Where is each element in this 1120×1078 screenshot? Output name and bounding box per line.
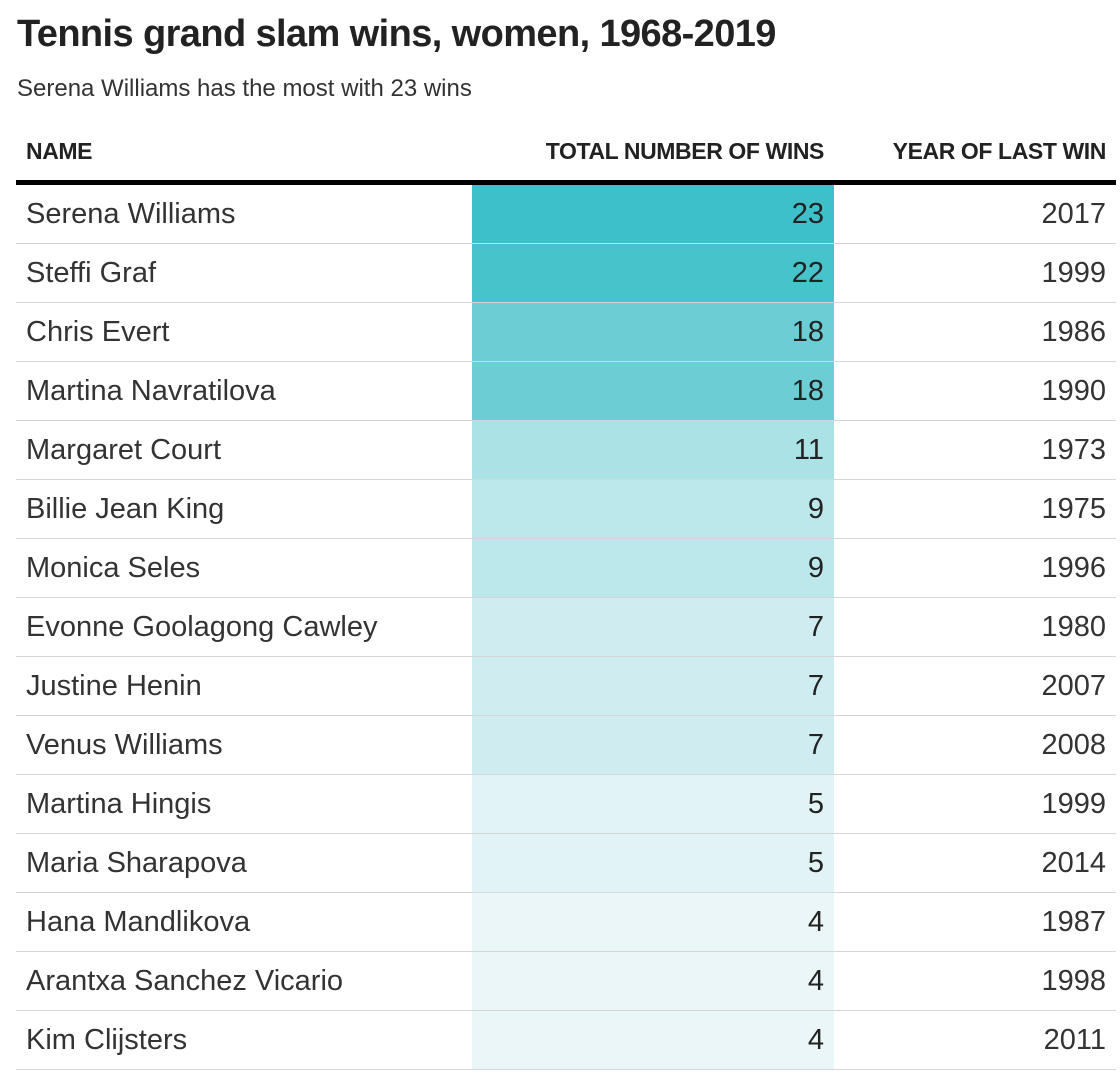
last-win-year-cell: 1996 [1041,552,1106,584]
wins-cell: 23 [472,185,834,243]
wins-cell: 9 [472,539,834,597]
player-name-cell: Serena Williams [26,198,236,230]
chart-subtitle: Serena Williams has the most with 23 win… [17,75,472,102]
last-win-year-cell: 1973 [1041,434,1106,466]
table-row: Kim Clijsters 4 2011 [16,1011,1116,1070]
table-row: Maria Sharapova 5 2014 [16,834,1116,893]
column-header-wins[interactable]: TOTAL NUMBER OF WINS [545,138,825,164]
player-name-cell: Kim Clijsters [26,1024,188,1056]
player-name-cell: Venus Williams [26,729,223,761]
last-win-year-cell: 1986 [1041,316,1106,348]
wins-cell: 7 [472,598,834,656]
table-row: Arantxa Sanchez Vicario 4 1998 [16,952,1116,1011]
last-win-year-cell: 1980 [1041,611,1106,643]
table-row: Venus Williams 7 2008 [16,716,1116,775]
wins-cell: 5 [472,775,834,833]
chart-title: Tennis grand slam wins, women, 1968-2019 [17,13,776,55]
player-name-cell: Margaret Court [26,434,222,466]
player-name-cell: Martina Hingis [26,788,212,820]
last-win-year-cell: 2007 [1041,670,1106,702]
table-row: Hana Mandlikova 4 1987 [16,893,1116,952]
player-name-cell: Chris Evert [26,316,170,348]
table-row: Chris Evert 18 1986 [16,303,1116,362]
last-win-year-cell: 2008 [1041,729,1106,761]
player-name-cell: Hana Mandlikova [26,906,251,938]
last-win-year-cell: 2014 [1041,847,1106,879]
column-header-year[interactable]: YEAR OF LAST WIN [892,138,1107,164]
player-name-cell: Billie Jean King [26,493,225,525]
table-row: Justine Henin 7 2007 [16,657,1116,716]
player-name-cell: Monica Seles [26,552,201,584]
wins-cell: 11 [472,421,834,479]
wins-cell: 9 [472,480,834,538]
last-win-year-cell: 1999 [1041,257,1106,289]
player-name-cell: Maria Sharapova [26,847,247,879]
last-win-year-cell: 1990 [1041,375,1106,407]
table-row: Monica Seles 9 1996 [16,539,1116,598]
wins-cell: 4 [472,1011,834,1069]
table-body: Serena Williams 23 2017 Steffi Graf 22 1999 Ch… [16,185,1116,1070]
wins-cell: 4 [472,952,834,1010]
wins-table: NAME TOTAL NUMBER OF WINS YEAR OF LAST W… [16,120,1116,1070]
player-name-cell: Steffi Graf [26,257,157,289]
player-name-cell: Evonne Goolagong Cawley [26,611,378,643]
column-header-name[interactable]: NAME [26,138,93,164]
wins-cell: 18 [472,303,834,361]
table-row: Martina Navratilova 18 1990 [16,362,1116,421]
last-win-year-cell: 1999 [1041,788,1106,820]
last-win-year-cell: 2017 [1041,198,1106,230]
wins-cell: 7 [472,716,834,774]
table-row: Martina Hingis 5 1999 [16,775,1116,834]
table-header: NAME TOTAL NUMBER OF WINS YEAR OF LAST W… [16,120,1116,185]
player-name-cell: Arantxa Sanchez Vicario [26,965,344,997]
last-win-year-cell: 1975 [1041,493,1106,525]
table-row: Serena Williams 23 2017 [16,185,1116,244]
table-row: Steffi Graf 22 1999 [16,244,1116,303]
wins-cell: 7 [472,657,834,715]
wins-cell: 5 [472,834,834,892]
player-name-cell: Justine Henin [26,670,202,702]
table-row: Margaret Court 11 1973 [16,421,1116,480]
wins-cell: 18 [472,362,834,420]
last-win-year-cell: 2011 [1043,1024,1106,1056]
last-win-year-cell: 1998 [1041,965,1106,997]
table-row: Billie Jean King 9 1975 [16,480,1116,539]
table-row: Evonne Goolagong Cawley 7 1980 [16,598,1116,657]
last-win-year-cell: 1987 [1041,906,1106,938]
player-name-cell: Martina Navratilova [26,375,276,407]
wins-cell: 22 [472,244,834,302]
wins-cell: 4 [472,893,834,951]
